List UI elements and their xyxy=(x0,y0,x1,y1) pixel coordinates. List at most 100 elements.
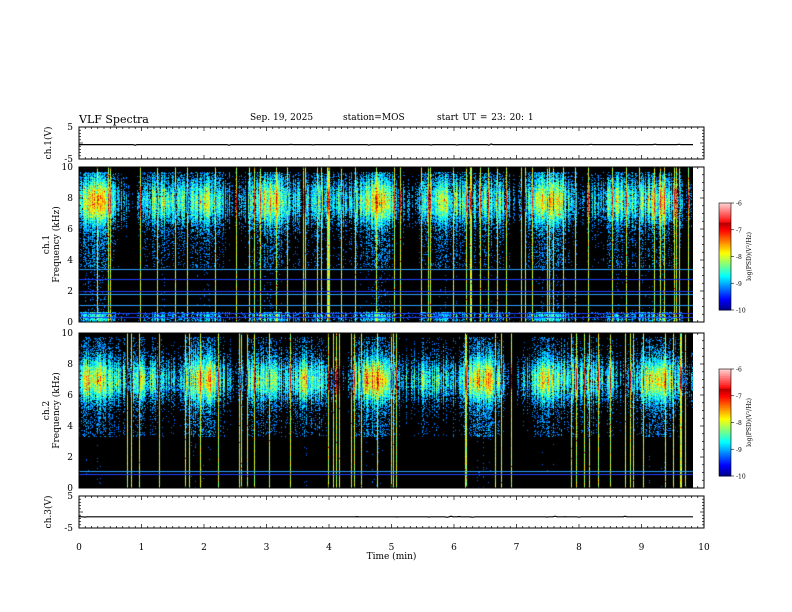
ch1-waveform-ytick-label: 5 xyxy=(67,123,73,133)
x-axis-label: Time (min) xyxy=(367,551,417,562)
ch2-spectrogram-colorbar-cell xyxy=(719,438,731,441)
ch1-spectrogram-colorbar-cell xyxy=(719,233,731,236)
ch2-spectrogram-colorbar-cell xyxy=(719,465,731,468)
ch2-spectrogram-colorbar-cell xyxy=(719,442,731,445)
ch1-spectrogram-colorbar-cell xyxy=(719,260,731,263)
ch1-spectrogram-colorbar-cell xyxy=(719,297,731,300)
ch1-spectrogram-colorbar-cell xyxy=(719,279,731,282)
x-tick-label: 9 xyxy=(639,543,645,553)
ch2-spectrogram-colorbar-cell xyxy=(719,443,731,447)
ch1-spectrogram-colorbar-cell xyxy=(719,240,731,243)
ch1-spectrogram-colorbar-cell xyxy=(719,217,731,220)
ch2-spectrogram-colorbar-cell xyxy=(719,415,731,418)
ch2-spectrogram-colorbar-cell xyxy=(719,468,731,472)
ch2-spectrogram-colorbar-cell xyxy=(719,401,731,404)
ch2-spectrogram-ytick-label: 6 xyxy=(67,391,73,401)
x-tick-label: 10 xyxy=(698,543,710,553)
ch1-spectrogram-colorbar-tick-label: -7 xyxy=(736,227,742,234)
ch2-spectrogram-ytick-label: 4 xyxy=(67,422,73,432)
ch1-spectrogram-colorbar-cell xyxy=(719,206,731,209)
ch1-spectrogram-colorbar-cell xyxy=(719,251,731,254)
ch2-spectrogram-colorbar-cell xyxy=(719,458,731,461)
ch1-spectrogram-colorbar-tick-label: -8 xyxy=(736,254,742,261)
ch1-spectrogram-colorbar-cell xyxy=(719,292,731,295)
ch2-spectrogram-colorbar-cell xyxy=(719,447,731,450)
ch3-waveform-ytick-label: -5 xyxy=(64,524,73,534)
ch2-spectrogram-colorbar-cell xyxy=(719,440,731,443)
ch1-spectrogram-colorbar-cell xyxy=(719,285,731,288)
ch1-spectrogram-ytick-label: 0 xyxy=(67,318,73,328)
ch1-waveform-ylabel: ch.1(V) xyxy=(43,127,54,160)
ch2-spectrogram-colorbar-cell xyxy=(719,377,731,381)
ch1-spectrogram-colorbar-cell xyxy=(719,302,731,306)
ch1-spectrogram-colorbar-cell xyxy=(719,211,731,215)
ch1-spectrogram-colorbar-cell xyxy=(719,247,731,250)
ch3-waveform-trace xyxy=(78,515,693,518)
ch1-spectrogram-colorbar-cell xyxy=(719,215,731,218)
ch1-spectrogram-colorbar-tick-label: -10 xyxy=(736,308,746,315)
ch2-spectrogram-colorbar-tick-label: -9 xyxy=(736,447,742,454)
ch2-spectrogram-ylabel: ch.2 xyxy=(42,401,52,420)
ch1-spectrogram-colorbar-cell xyxy=(719,222,731,225)
ch2-spectrogram-colorbar-cell xyxy=(719,404,731,407)
ch1-spectrogram-ytick-label: 8 xyxy=(67,194,73,204)
ch2-spectrogram-colorbar-cell xyxy=(719,454,731,457)
ch2-spectrogram-colorbar-cell xyxy=(719,467,731,470)
ch3-waveform-ytick-label: 5 xyxy=(67,492,73,502)
x-tick-label: 0 xyxy=(76,543,82,553)
ch2-spectrogram-colorbar-cell xyxy=(719,399,731,402)
ch1-spectrogram-colorbar-cell xyxy=(719,270,731,274)
ch1-spectrogram-colorbar-cell xyxy=(719,281,731,284)
ch1-spectrogram-colorbar-cell xyxy=(719,283,731,286)
ch1-spectrogram-colorbar-tick-label: -6 xyxy=(736,201,742,208)
ch1-spectrogram-colorbar-cell xyxy=(719,263,731,266)
ch1-spectrogram-colorbar-cell xyxy=(719,308,731,311)
x-tick-label: 2 xyxy=(201,543,207,553)
ch2-spectrogram-colorbar-tick-label: -6 xyxy=(736,367,742,374)
ch1-spectrogram-colorbar-cell xyxy=(719,203,731,206)
ch1-spectrogram-colorbar-cell xyxy=(719,268,731,272)
ch2-spectrogram-colorbar-cell xyxy=(719,369,731,372)
ch2-spectrogram-colorbar-cell xyxy=(719,379,731,382)
ch1-spectrogram-ylabel: ch.1 xyxy=(42,235,52,254)
ch2-spectrogram-ylabel: Frequency (kHz) xyxy=(51,372,62,449)
ch2-spectrogram-colorbar-cell xyxy=(719,392,731,395)
ch2-spectrogram-colorbar-cell xyxy=(719,474,731,477)
ch1-spectrogram-colorbar-cell xyxy=(719,231,731,234)
x-tick-label: 4 xyxy=(326,543,332,553)
ch1-spectrogram-colorbar-cell xyxy=(719,244,731,247)
ch1-spectrogram-image xyxy=(79,167,693,322)
ch1-spectrogram-ytick-label: 2 xyxy=(67,287,73,297)
ch2-spectrogram-colorbar-cell xyxy=(719,420,731,423)
ch1-spectrogram-colorbar-cell xyxy=(719,304,731,307)
ch2-spectrogram-colorbar-cell xyxy=(719,397,731,400)
ch2-spectrogram-colorbar-label: log(PSD)(V²/Hz) xyxy=(746,398,753,447)
ch1-spectrogram-colorbar-cell xyxy=(719,224,731,227)
ch2-spectrogram-colorbar-cell xyxy=(719,383,731,386)
ch2-spectrogram-ytick-label: 10 xyxy=(62,329,74,339)
ch2-spectrogram-colorbar-cell xyxy=(719,376,731,379)
ch1-spectrogram-colorbar-cell xyxy=(719,213,731,216)
ch2-spectrogram-colorbar-cell xyxy=(719,459,731,463)
ch2-spectrogram-colorbar-cell xyxy=(719,388,731,391)
ch2-spectrogram-colorbar-cell xyxy=(719,427,731,431)
ch1-spectrogram-colorbar-cell xyxy=(719,265,731,268)
ch1-spectrogram-colorbar-cell xyxy=(719,301,731,304)
ch2-spectrogram-colorbar-cell xyxy=(719,417,731,420)
ch2-spectrogram-colorbar-tick-label: -8 xyxy=(736,420,742,427)
ch1-spectrogram-colorbar-cell xyxy=(719,220,731,224)
ch1-spectrogram-colorbar-cell xyxy=(719,208,731,211)
ch1-spectrogram-colorbar-cell xyxy=(719,258,731,261)
ch2-spectrogram-colorbar-cell xyxy=(719,393,731,397)
ch2-spectrogram-colorbar-cell xyxy=(719,461,731,465)
ch2-spectrogram-colorbar-tick-label: -7 xyxy=(736,393,742,400)
ch1-spectrogram-colorbar-cell xyxy=(719,229,731,233)
ch1-spectrogram-colorbar-cell xyxy=(719,249,731,252)
ch1-spectrogram-colorbar-cell xyxy=(719,277,731,281)
ch1-spectrogram-colorbar-cell xyxy=(719,238,731,241)
ch2-spectrogram-colorbar-cell xyxy=(719,390,731,393)
ch1-spectrogram-colorbar-cell xyxy=(719,226,731,229)
ch1-spectrogram-colorbar-cell xyxy=(719,295,731,299)
ch1-spectrogram-colorbar-label: log(PSD)(V²/Hz) xyxy=(746,232,753,281)
